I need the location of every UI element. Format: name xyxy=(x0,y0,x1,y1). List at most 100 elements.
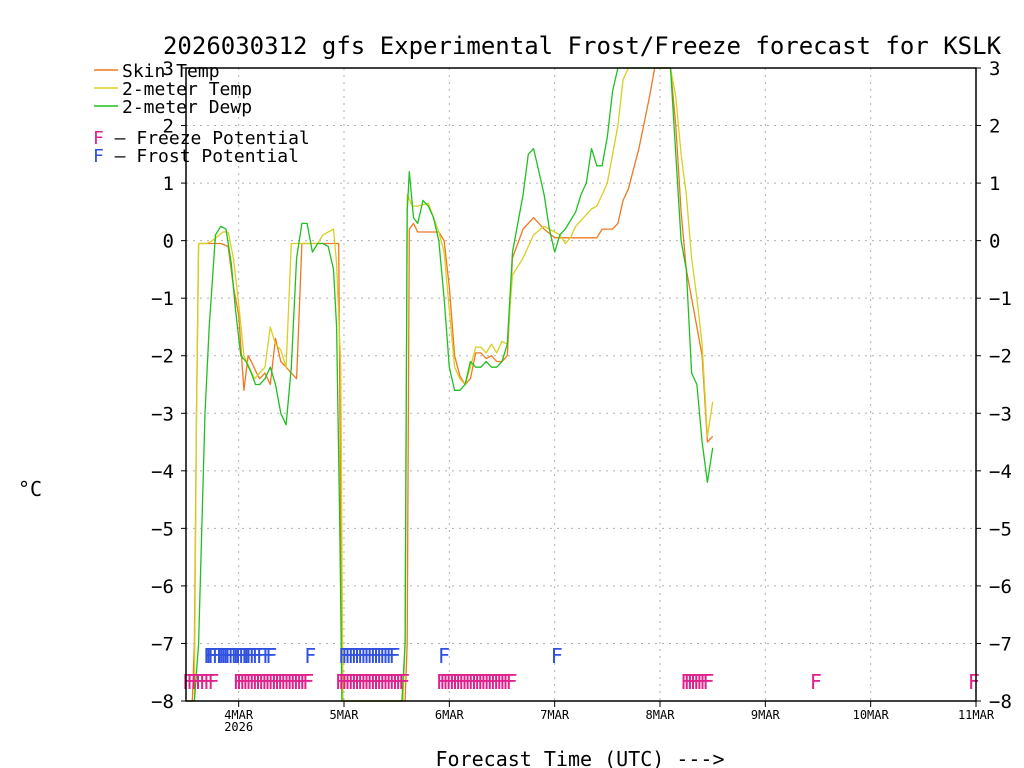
y-tick-label-right: −4 xyxy=(989,461,1012,483)
frost-potential-marker: F xyxy=(304,644,316,668)
freeze-potential-marker: F xyxy=(385,670,397,694)
freeze-potential-marker: F xyxy=(191,670,203,694)
x-tick-label: 10MAR xyxy=(853,708,890,722)
freeze-potential-marker: F xyxy=(360,670,372,694)
legend-skin-temp: Skin Temp xyxy=(122,61,220,82)
freeze-potential-marker: F xyxy=(302,670,314,694)
freeze-potential-marker: F xyxy=(236,670,248,694)
legend-2m-temp: 2-meter Temp xyxy=(122,79,252,100)
x-tick-label: 9MAR xyxy=(751,708,781,722)
y-tick-label-left: 0 xyxy=(163,231,174,253)
freeze-potential-marker: F xyxy=(693,670,705,694)
freeze-potential-marker: F xyxy=(392,670,404,694)
freeze-potential-marker: F xyxy=(366,670,378,694)
x-axis-label: Forecast Time (UTC) ---> xyxy=(436,747,725,768)
y-tick-label-right: −7 xyxy=(989,633,1012,655)
x-tick-label: 8MAR xyxy=(646,708,676,722)
y-tick-label-right: −8 xyxy=(989,691,1012,713)
freeze-potential-marker: F xyxy=(293,670,305,694)
freeze-potential-marker: F xyxy=(354,670,366,694)
freeze-potential-marker: F xyxy=(436,670,448,694)
frost-potential-marker: F xyxy=(366,644,378,668)
freeze-potential-marker: F xyxy=(442,670,454,694)
frost-potential-marker: F xyxy=(227,644,239,668)
x-tick-label: 7MAR xyxy=(540,708,570,722)
freeze-potential-marker: F xyxy=(370,670,382,694)
frost-potential-marker: F xyxy=(265,644,277,668)
x-tick-label: 5MAR xyxy=(330,708,360,722)
freeze-potential-marker: F xyxy=(389,670,401,694)
frost-potential-marker: F xyxy=(357,644,369,668)
y-tick-label-left: −5 xyxy=(151,518,174,540)
freeze-potential-marker: F xyxy=(696,670,708,694)
freeze-potential-marker: F xyxy=(363,670,375,694)
freeze-potential-marker: F xyxy=(283,670,295,694)
frost-potential-marker: F xyxy=(354,644,366,668)
y-axis-label: °C xyxy=(18,477,42,501)
frost-potential-marker: F xyxy=(212,644,224,668)
freeze-potential-marker: F xyxy=(264,670,276,694)
frost-potential-marker: F xyxy=(233,644,245,668)
freeze-potential-marker: F xyxy=(252,670,264,694)
frost-potential-marker: F xyxy=(341,644,353,668)
frost-potential-marker: F xyxy=(231,644,243,668)
freeze-potential-marker: F xyxy=(199,670,211,694)
frost-potential-marker: F xyxy=(438,644,450,668)
freeze-potential-marker: F xyxy=(486,670,498,694)
freeze-potential-marker: F xyxy=(496,670,508,694)
frost-potential-marker: F xyxy=(389,644,401,668)
legend: Skin Temp 2-meter Temp 2-meter Dewp F – … xyxy=(93,61,310,167)
freeze-potential-marker: F xyxy=(395,670,407,694)
frost-potential-marker: F xyxy=(218,644,230,668)
freeze-potential-marker: F xyxy=(296,670,308,694)
y-tick-label-left: −3 xyxy=(151,403,174,425)
frost-potential-marker: F xyxy=(248,644,260,668)
legend-freeze-letter: F xyxy=(93,128,104,149)
freeze-potential-marker: F xyxy=(261,670,273,694)
freeze-potential-marker: F xyxy=(687,670,699,694)
frost-potential-marker: F xyxy=(344,644,356,668)
freeze-potential-marker: F xyxy=(483,670,495,694)
freeze-potential-marker: F xyxy=(452,670,464,694)
freeze-potential-marker: F xyxy=(468,670,480,694)
freeze-potential-marker: F xyxy=(239,670,251,694)
frost-potential-marker: F xyxy=(360,644,372,668)
freeze-potential-marker: F xyxy=(280,670,292,694)
freeze-potential-marker: F xyxy=(351,670,363,694)
y-tick-label-right: 0 xyxy=(989,231,1000,253)
freeze-potential-marker: F xyxy=(379,670,391,694)
freeze-potential-marker: F xyxy=(335,670,347,694)
freeze-potential-marker: F xyxy=(445,670,457,694)
legend-frost-letter: F xyxy=(93,146,104,167)
freeze-potential-marker: F xyxy=(286,670,298,694)
freeze-potential-marker: F xyxy=(203,670,215,694)
y-tick-label-left: 2 xyxy=(163,116,174,138)
frost-potential-marker: F xyxy=(216,644,228,668)
y-axis-ticks: −8 −8 −7 −7 −6 −6 −5 −5 −4 −4 −3 −3 −2 −2 −1 −1 0 0 1 1 2 2 3 3 xyxy=(151,58,1012,713)
frost-potential-marker: F xyxy=(551,644,563,668)
freeze-potential-marker: F xyxy=(258,670,270,694)
y-tick-label-left: −2 xyxy=(151,346,174,368)
freeze-potential-marker: F xyxy=(344,670,356,694)
freeze-potential-marker: F xyxy=(290,670,302,694)
y-tick-label-right: −1 xyxy=(989,288,1012,310)
freeze-potential-marker: F xyxy=(207,670,219,694)
freeze-potential-marker: F xyxy=(471,670,483,694)
frost-potential-marker: F xyxy=(363,644,375,668)
freeze-potential-marker: F xyxy=(347,670,359,694)
freeze-potential-marker: F xyxy=(480,670,492,694)
frost-potential-marker: F xyxy=(205,644,217,668)
freeze-potential-marker: F xyxy=(505,670,517,694)
grid-lines xyxy=(186,68,976,701)
series-line-skin-temp xyxy=(186,67,714,702)
frost-potential-marker: F xyxy=(382,644,394,668)
freeze-potential-marker: F xyxy=(461,670,473,694)
freeze-potential-marker: F xyxy=(810,670,822,694)
freeze-potential-marker: F xyxy=(439,670,451,694)
legend-frost-label: – Frost Potential xyxy=(104,146,299,167)
freeze-potential-marker: F xyxy=(458,670,470,694)
x-tick-label: 4MAR xyxy=(224,708,254,722)
y-tick-label-right: −2 xyxy=(989,346,1012,368)
